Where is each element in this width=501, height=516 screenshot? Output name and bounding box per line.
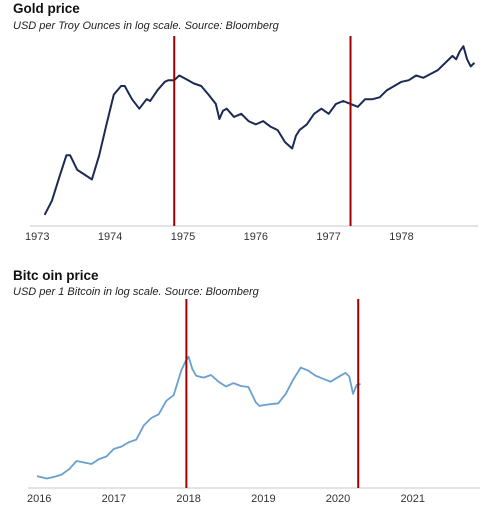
gold-x-tick-label: 1976 [244,231,268,243]
btc-x-tick-label: 2018 [176,493,200,505]
gold-x-tick-label: 1975 [171,231,195,243]
gold-chart-title: Gold price [13,1,80,16]
btc-x-tick-label: 2021 [401,493,425,505]
gold-price-line [43,45,476,216]
bitcoin-chart-title: Bitc oin price [13,268,99,283]
btc-price-line [36,355,361,480]
gold-x-tick-label: 1978 [389,231,413,243]
bitcoin-chart: 2016 2017 2018 2019 2020 2021 [27,299,480,505]
btc-x-tick-label: 2019 [251,493,275,505]
bitcoin-chart-subtitle: USD per 1 Bitcoin in log scale. Source: … [13,286,259,298]
gold-x-tick-label: 1973 [25,231,49,243]
gold-x-tick-label: 1974 [98,231,122,243]
gold-chart: 1973 1974 1975 1976 1977 1978 [25,36,478,243]
gold-x-tick-label: 1977 [316,231,340,243]
gold-chart-subtitle: USD per Troy Ounces in log scale. Source… [13,20,279,32]
bitcoin-panel: Bitc oin price USD per 1 Bitcoin in log … [0,258,501,516]
btc-x-tick-label: 2016 [27,493,51,505]
gold-panel: Gold price USD per Troy Ounces in log sc… [13,1,478,243]
btc-x-tick-label: 2017 [102,493,126,505]
btc-x-tick-label: 2020 [326,493,350,505]
